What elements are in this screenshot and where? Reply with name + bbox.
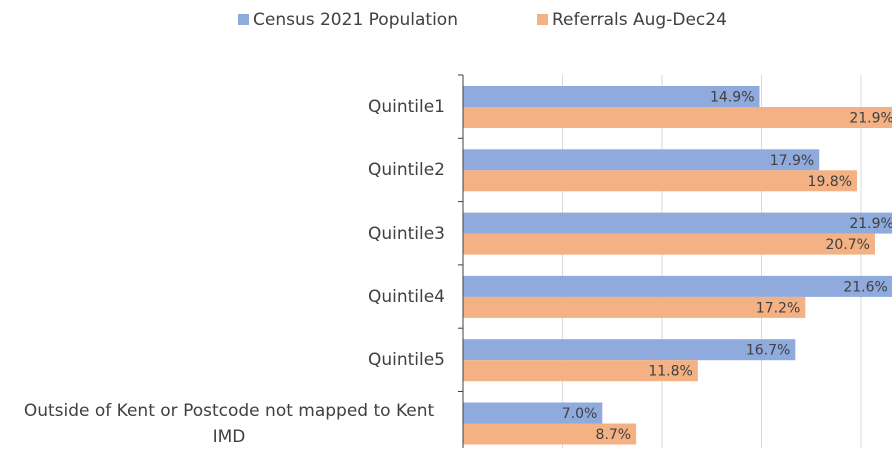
legend-label: Referrals Aug-Dec24 <box>552 10 727 30</box>
category-label: Quintile4 <box>368 284 445 310</box>
legend-swatch <box>238 14 249 25</box>
data-label: 17.2% <box>756 300 800 316</box>
category-text: Quintile5 <box>367 350 445 371</box>
data-label: 21.9% <box>849 216 892 232</box>
bar <box>463 107 892 128</box>
legend-label: Census 2021 Population <box>253 10 458 30</box>
category-text: Quintile4 <box>367 286 445 307</box>
data-label: 17.9% <box>770 153 814 169</box>
data-label: 8.7% <box>596 427 632 443</box>
data-label: 21.9% <box>849 111 892 127</box>
category-label: Quintile5 <box>368 347 445 373</box>
data-label: 14.9% <box>710 90 754 106</box>
category-text: Quintile3 <box>367 223 445 244</box>
category-text: Quintile1 <box>367 97 445 117</box>
bar <box>463 423 637 445</box>
bar <box>463 275 892 297</box>
bar <box>463 212 892 234</box>
bar <box>463 170 858 192</box>
category-text: Outside of Kent or Postcode not mapped t… <box>23 400 435 447</box>
bar <box>463 296 806 318</box>
data-label: 19.8% <box>808 174 852 190</box>
category-label: Quintile1 <box>368 94 445 120</box>
category-label: Quintile3 <box>368 221 445 247</box>
data-label: 7.0% <box>562 406 598 422</box>
data-label: 20.7% <box>825 237 869 253</box>
category-label: Outside of Kent or Postcode not mapped t… <box>13 398 445 450</box>
legend-swatch <box>537 14 548 25</box>
data-label: 11.8% <box>648 364 692 380</box>
category-label: Quintile2 <box>368 157 445 183</box>
bar <box>463 86 760 107</box>
data-label: 21.6% <box>843 279 887 295</box>
bar <box>463 149 820 171</box>
data-label: 16.7% <box>746 343 790 359</box>
bar <box>463 360 698 382</box>
bar <box>463 339 796 361</box>
bar <box>463 233 875 255</box>
bar <box>463 402 603 424</box>
category-text: Quintile2 <box>367 160 445 181</box>
